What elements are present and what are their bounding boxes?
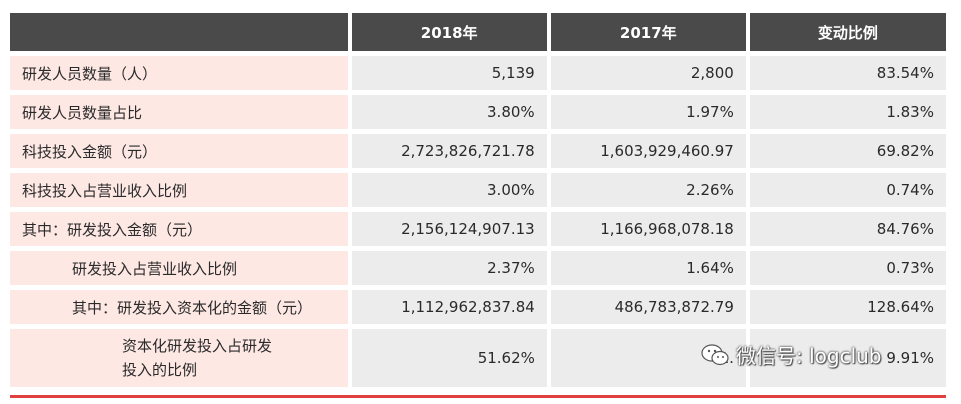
table-row: 科技投入金额（元） 2,723,826,721.78 1,603,929,460… [10, 134, 946, 168]
row-label: 其中：研发投入金额（元） [10, 212, 348, 246]
value-2018: 2.37% [351, 251, 547, 285]
value-2018: 1,112,962,837.84 [351, 290, 547, 324]
table-row: 其中：研发投入金额（元） 2,156,124,907.13 1,166,968,… [10, 212, 946, 246]
row-label: 资本化研发投入占研发 投入的比例 [10, 329, 348, 387]
value-change: 128.64% [749, 290, 946, 324]
row-label: 研发投入占营业收入比例 [10, 251, 348, 285]
header-blank [10, 13, 348, 51]
row-label: 科技投入占营业收入比例 [10, 173, 348, 207]
table-header: 2018年 2017年 变动比例 [10, 13, 946, 51]
header-change: 变动比例 [749, 13, 946, 51]
value-2017: 1,166,968,078.18 [550, 212, 746, 246]
value-2018: 5,139 [351, 56, 547, 90]
table-row: 其中：研发投入资本化的金额（元） 1,112,962,837.84 486,78… [10, 290, 946, 324]
value-2017: 2.26% [550, 173, 746, 207]
value-2017: 1.64% [550, 251, 746, 285]
table-row: 研发投入占营业收入比例 2.37% 1.64% 0.73% [10, 251, 946, 285]
header-2018: 2018年 [351, 13, 547, 51]
value-2017: 486,783,872.79 [550, 290, 746, 324]
row-label: 科技投入金额（元） [10, 134, 348, 168]
bottom-accent-line [10, 395, 946, 398]
table-row: 研发人员数量占比 3.80% 1.97% 1.83% [10, 95, 946, 129]
value-change: 1.83% [749, 95, 946, 129]
row-label-line2: 投入的比例 [122, 361, 198, 379]
row-label: 研发人员数量占比 [10, 95, 348, 129]
value-2018: 3.00% [351, 173, 547, 207]
value-2018: 51.62% [351, 329, 547, 387]
watermark: 微信号: logclub [700, 340, 882, 369]
table-row: 科技投入占营业收入比例 3.00% 2.26% 0.74% [10, 173, 946, 207]
value-change: 84.76% [749, 212, 946, 246]
value-change: 69.82% [749, 134, 946, 168]
row-label: 研发人员数量（人） [10, 56, 348, 90]
data-table: 2018年 2017年 变动比例 研发人员数量（人） 5,139 2,800 8… [10, 13, 946, 387]
header-2017: 2017年 [550, 13, 746, 51]
value-change: 83.54% [749, 56, 946, 90]
value-2017: 1,603,929,460.97 [550, 134, 746, 168]
row-label-line1: 资本化研发投入占研发 [122, 337, 273, 355]
row-label: 其中：研发投入资本化的金额（元） [10, 290, 348, 324]
value-2017: 1.97% [550, 95, 746, 129]
value-2018: 2,156,124,907.13 [351, 212, 547, 246]
table-row: 研发人员数量（人） 5,139 2,800 83.54% [10, 56, 946, 90]
value-2018: 3.80% [351, 95, 547, 129]
wechat-icon [701, 343, 729, 365]
value-2018: 2,723,826,721.78 [351, 134, 547, 168]
watermark-text: 微信号: logclub [736, 344, 882, 368]
value-change: 9.91% [749, 329, 946, 387]
value-change: 0.74% [749, 173, 946, 207]
value-2017: 2,800 [550, 56, 746, 90]
value-change: 0.73% [749, 251, 946, 285]
